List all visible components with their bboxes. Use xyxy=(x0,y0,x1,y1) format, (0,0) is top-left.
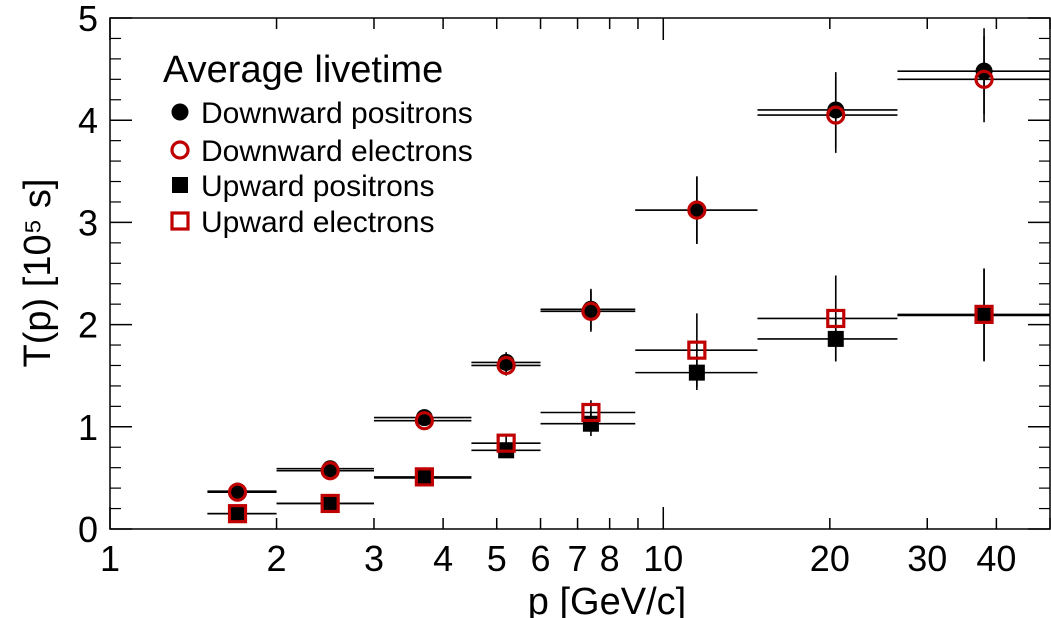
legend-marker-open-square xyxy=(170,211,190,231)
data-point-open-circle xyxy=(414,411,434,431)
data-point-open-square xyxy=(496,433,516,453)
data-point-open-square xyxy=(414,467,434,487)
x-tick-label: 1 xyxy=(100,538,120,579)
x-tick-label: 5 xyxy=(487,538,507,579)
data-point-filled-square xyxy=(582,415,599,432)
data-point-open-square xyxy=(320,493,340,514)
legend-entry-label: Downward positrons xyxy=(201,97,473,130)
x-tick-label: 4 xyxy=(433,538,453,579)
y-tick-label: 2 xyxy=(78,305,98,346)
data-point-filled-square xyxy=(688,364,705,381)
data-point-filled-circle xyxy=(827,101,845,119)
x-tick-label: 7 xyxy=(568,538,588,579)
data-point-open-circle xyxy=(687,200,707,220)
y-tick-label: 1 xyxy=(78,407,98,448)
axis-ticks xyxy=(109,17,1051,530)
plot-frame xyxy=(109,17,1051,530)
legend-marker-filled-circle xyxy=(171,103,189,121)
x-tick-label: 8 xyxy=(600,538,620,579)
data-markers xyxy=(227,62,994,524)
legend-marker-open-circle xyxy=(170,140,190,160)
data-point-open-circle xyxy=(227,482,248,502)
legend-entry-label: Upward electrons xyxy=(201,206,434,239)
legend-entry-label: Downward electrons xyxy=(201,135,473,168)
data-point-filled-square xyxy=(416,469,433,486)
data-point-filled-square xyxy=(976,307,993,324)
data-point-open-square xyxy=(826,308,846,329)
data-point-open-circle xyxy=(320,461,340,481)
data-point-open-square xyxy=(581,402,601,423)
data-point-open-square xyxy=(687,340,707,360)
data-point-open-circle xyxy=(581,301,601,321)
data-point-open-circle xyxy=(496,355,516,376)
x-tick-label: 40 xyxy=(976,538,1016,579)
data-point-open-square xyxy=(974,304,994,324)
data-point-open-square xyxy=(227,504,248,524)
data-point-filled-square xyxy=(322,495,339,512)
legend-title: Average livetime xyxy=(163,49,443,91)
x-tick-label: 30 xyxy=(907,538,947,579)
legend-entry-label: Upward positrons xyxy=(201,170,434,203)
x-tick-label: 10 xyxy=(643,538,683,579)
x-tick-label: 6 xyxy=(531,538,551,579)
data-point-filled-square xyxy=(827,330,844,347)
x-tick-label: 2 xyxy=(267,538,287,579)
x-axis-label: p [GeV/c] xyxy=(528,581,686,618)
x-tick-label: 20 xyxy=(810,538,850,579)
data-point-open-circle xyxy=(974,69,994,89)
y-tick-label: 3 xyxy=(78,202,98,243)
data-point-filled-circle xyxy=(688,201,706,219)
y-tick-label: 4 xyxy=(78,100,98,141)
y-tick-label: 0 xyxy=(78,509,98,550)
legend-marker-filled-square xyxy=(172,177,188,193)
y-tick-label: 5 xyxy=(78,0,98,39)
data-point-open-circle xyxy=(826,105,846,125)
x-tick-label: 3 xyxy=(364,538,384,579)
data-point-filled-square xyxy=(229,505,246,522)
y-axis-label: T(p) [10⁵ s] xyxy=(17,179,59,368)
